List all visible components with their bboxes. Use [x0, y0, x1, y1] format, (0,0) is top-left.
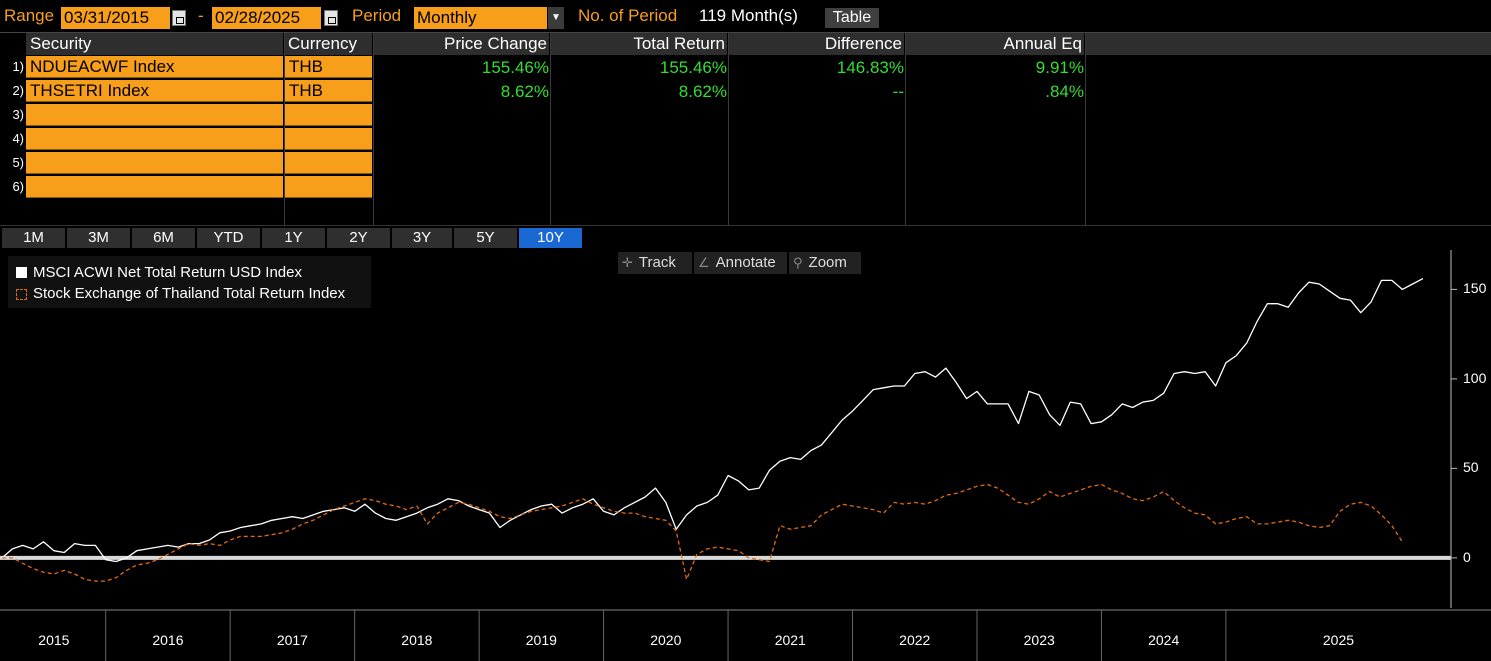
num-period-label: No. of Period — [578, 6, 678, 25]
y-tick-label: 150 — [1463, 280, 1487, 297]
top-control-bar: Range 03/31/2015 - 02/28/2025 Period Mon… — [0, 0, 1491, 32]
legend-swatch-solid — [16, 267, 27, 278]
x-tick-label: 2023 — [1023, 632, 1055, 648]
total-return-value: 8.62% — [678, 82, 727, 101]
row-number: 4) — [12, 131, 24, 146]
price-change-value: 155.46% — [481, 58, 549, 77]
security-cell[interactable]: NDUEACWF Index — [26, 56, 283, 78]
y-tick-label: 50 — [1463, 459, 1479, 476]
difference-value: -- — [892, 82, 904, 101]
x-tick-label: 2018 — [401, 632, 433, 648]
header-filler — [1086, 33, 1491, 55]
num-period-value: 119 Month(s) — [699, 6, 798, 25]
period-button-3y[interactable]: 3Y — [392, 228, 452, 248]
series-line-set-tri — [2, 483, 1403, 582]
period-label: Period — [352, 6, 402, 25]
pencil-icon: ∠ — [698, 255, 710, 270]
track-button[interactable]: ✛ Track — [618, 252, 692, 274]
security-cell[interactable]: THSETRI Index — [26, 80, 283, 102]
security-cell[interactable] — [26, 152, 283, 174]
period-button-6m[interactable]: 6M — [132, 228, 195, 248]
magnifier-icon: ⚲ — [793, 255, 803, 270]
legend-swatch-dashed — [16, 289, 27, 300]
x-tick-label: 2017 — [276, 632, 308, 648]
security-cell[interactable] — [26, 128, 283, 150]
row-number: 1) — [12, 59, 24, 74]
chart-legend: MSCI ACWI Net Total Return USD Index Sto… — [8, 256, 371, 308]
row-number: 6) — [12, 179, 24, 194]
range-dash: - — [198, 6, 204, 25]
annual-eq-value: 9.91% — [1035, 58, 1084, 77]
total-return-value: 155.46% — [659, 58, 727, 77]
period-button-3m[interactable]: 3M — [67, 228, 130, 248]
currency-cell[interactable]: THB — [285, 56, 372, 78]
x-tick-label: 2021 — [774, 632, 806, 648]
annual-eq-value: .84% — [1045, 82, 1084, 101]
security-cell[interactable] — [26, 176, 283, 198]
header-annual-eq[interactable]: Annual Eq — [906, 33, 1084, 55]
header-difference[interactable]: Difference — [729, 33, 904, 55]
header-price-change[interactable]: Price Change — [374, 33, 549, 55]
currency-cell[interactable] — [285, 104, 372, 126]
row-number: 2) — [12, 83, 24, 98]
x-tick-label: 2019 — [525, 632, 557, 648]
currency-cell[interactable] — [285, 128, 372, 150]
crosshair-icon: ✛ — [622, 255, 633, 270]
period-button-ytd[interactable]: YTD — [197, 228, 260, 248]
y-tick-label: 100 — [1463, 369, 1487, 386]
period-button-5y[interactable]: 5Y — [454, 228, 517, 248]
x-tick-label: 2022 — [899, 632, 931, 648]
start-date-field[interactable]: 03/31/2015 — [61, 7, 170, 29]
currency-cell[interactable] — [285, 176, 372, 198]
period-button-1y[interactable]: 1Y — [262, 228, 325, 248]
legend-series-1: MSCI ACWI Net Total Return USD Index — [33, 264, 302, 281]
series-line-msci-acwi — [1, 278, 1424, 563]
x-tick-label: 2024 — [1148, 632, 1180, 648]
legend-series-2: Stock Exchange of Thailand Total Return … — [33, 285, 346, 302]
difference-value: 146.83% — [836, 58, 904, 77]
range-label: Range — [4, 6, 55, 25]
x-tick-label: 2015 — [38, 632, 70, 648]
price-change-value: 8.62% — [500, 82, 549, 101]
row-number: 3) — [12, 107, 24, 122]
period-button-1m[interactable]: 1M — [2, 228, 65, 248]
x-tick-label: 2025 — [1322, 632, 1355, 648]
security-cell[interactable] — [26, 104, 283, 126]
header-total-return[interactable]: Total Return — [551, 33, 727, 55]
chevron-down-icon[interactable]: ▼ — [548, 7, 564, 29]
period-button-2y[interactable]: 2Y — [327, 228, 390, 248]
zoom-button[interactable]: ⚲ Zoom — [789, 252, 861, 274]
end-date-field[interactable]: 02/28/2025 — [212, 7, 321, 29]
currency-cell[interactable]: THB — [285, 80, 372, 102]
x-tick-label: 2020 — [650, 632, 682, 648]
header-currency[interactable]: Currency — [285, 33, 372, 55]
x-tick-label: 2016 — [152, 632, 184, 648]
currency-cell[interactable] — [285, 152, 372, 174]
period-button-10y[interactable]: 10Y — [519, 228, 582, 248]
table-button[interactable]: Table — [825, 8, 879, 28]
y-tick-label: 0 — [1463, 548, 1471, 565]
calendar-icon[interactable] — [172, 10, 186, 26]
header-security[interactable]: Security — [26, 33, 283, 55]
annotate-button[interactable]: ∠ Annotate — [694, 252, 787, 274]
calendar-icon[interactable] — [324, 10, 338, 26]
period-select[interactable]: Monthly — [414, 7, 547, 29]
row-number: 5) — [12, 155, 24, 170]
